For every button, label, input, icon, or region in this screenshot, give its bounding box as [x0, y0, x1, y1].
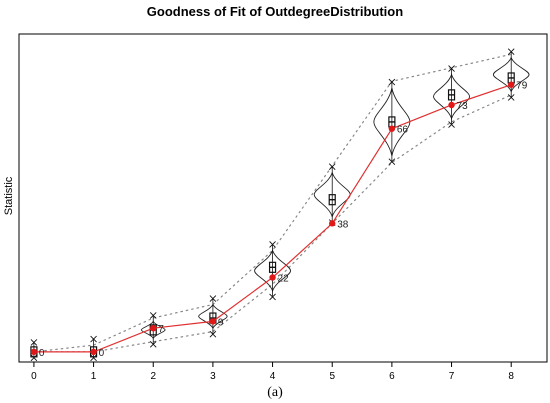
observed-point-2	[150, 324, 157, 332]
x-tick-label-7: 7	[449, 371, 455, 382]
observed-point-3	[209, 318, 217, 325]
observed-line	[33, 84, 512, 353]
data-label-1: 0	[99, 348, 105, 359]
data-label-7: 73	[457, 101, 469, 112]
chart-title: Goodness of Fit of OutdegreeDistribution	[147, 4, 403, 19]
observed-point-0	[30, 348, 38, 356]
data-label-8: 79	[516, 81, 528, 92]
observed-point-1	[90, 348, 97, 356]
x-axis: 0 1 2 3 4 5 6 7 8	[31, 362, 514, 382]
data-label-0: 0	[39, 348, 45, 359]
outlier-top-2	[149, 312, 157, 319]
y-axis-label: Statistic	[3, 176, 15, 215]
observed-point-4	[269, 274, 276, 281]
data-label-6: 66	[397, 125, 409, 136]
x-tick-label-6: 6	[389, 371, 395, 382]
data-label-4: 22	[278, 273, 290, 284]
plot-frame	[18, 33, 548, 363]
x-tick-label-1: 1	[91, 371, 97, 382]
x-tick-label-2: 2	[150, 371, 156, 382]
outlier-top-0	[30, 339, 38, 346]
outlier-top-3	[209, 295, 217, 302]
data-label-3: 9	[218, 317, 224, 328]
outlier-top-7	[448, 65, 455, 72]
outlier-top-6	[388, 78, 396, 86]
observed-point-7	[448, 101, 455, 109]
observed-point-5	[329, 220, 336, 227]
confidence-bands	[33, 53, 512, 353]
data-label-5: 38	[337, 219, 349, 230]
observed-point-6	[388, 125, 396, 132]
outlier-top-4	[269, 241, 276, 248]
outlier-bottom-0	[30, 354, 38, 362]
outlier-top-1	[90, 335, 97, 343]
outlier-bottom-7	[448, 121, 455, 128]
data-label-2: 7	[158, 324, 164, 335]
simulated-violins	[30, 48, 530, 362]
outlier-bottom-3	[209, 330, 217, 338]
outlier-bottom-6	[388, 158, 396, 166]
x-tick-label-0: 0	[31, 371, 37, 382]
x-tick-label-8: 8	[508, 371, 514, 382]
outlier-top-8	[507, 48, 515, 55]
x-tick-label-4: 4	[270, 371, 276, 382]
figure-caption: (a)	[267, 385, 283, 400]
outlier-bottom-4	[269, 293, 276, 301]
outlier-bottom-2	[149, 341, 157, 348]
outlier-bottom-8	[507, 94, 515, 101]
observed-point-8	[508, 81, 515, 88]
outlier-top-5	[328, 163, 336, 170]
upper-band-line	[33, 53, 512, 353]
x-tick-label-5: 5	[329, 371, 335, 382]
outlier-bottom-1	[90, 354, 97, 362]
x-tick-label-3: 3	[210, 371, 216, 382]
lower-band-line	[33, 94, 512, 353]
